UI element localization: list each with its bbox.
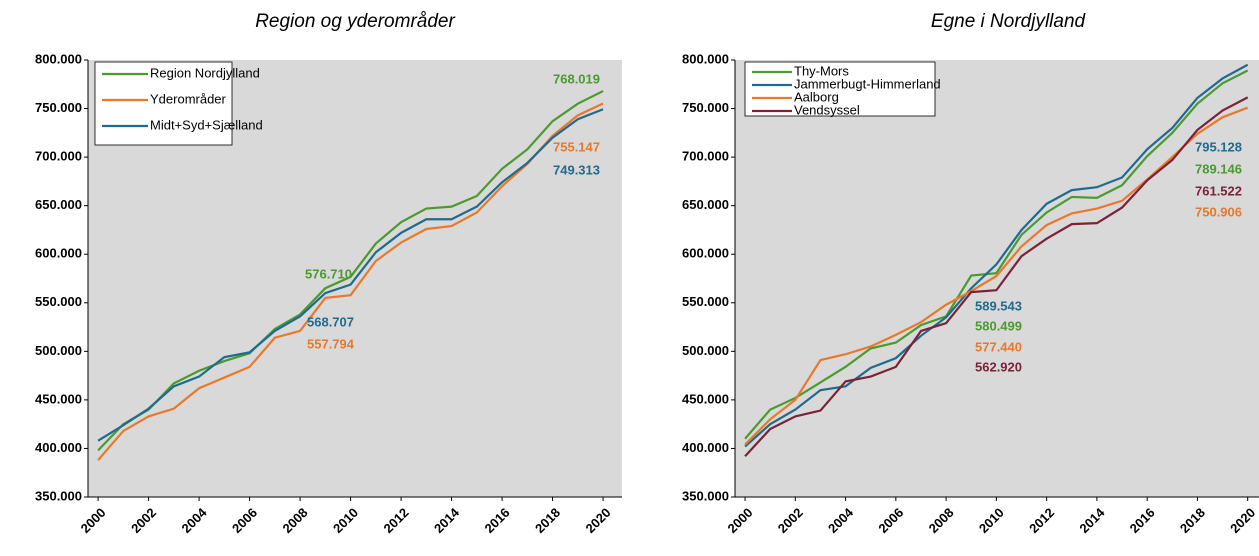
- data-label: 795.128: [1195, 139, 1242, 154]
- x-tick-label: 2000: [725, 505, 756, 536]
- y-tick-label: 750.000: [682, 100, 729, 115]
- x-tick-label: 2012: [1026, 505, 1057, 536]
- x-tick-label: 2006: [875, 505, 906, 536]
- y-tick-label: 750.000: [35, 100, 82, 115]
- x-tick-label: 2020: [583, 505, 614, 536]
- data-label: 576.710: [305, 266, 352, 281]
- y-tick-label: 650.000: [35, 197, 82, 212]
- y-tick-label: 700.000: [35, 149, 82, 164]
- x-tick-label: 2000: [78, 505, 109, 536]
- series-line: [744, 63, 1249, 448]
- legend-label: Midt+Syd+Sjælland: [150, 117, 263, 132]
- y-tick-label: 400.000: [35, 440, 82, 455]
- x-tick-label: 2020: [1227, 505, 1258, 536]
- y-tick-label: 800.000: [682, 51, 729, 66]
- x-tick-label: 2002: [775, 505, 806, 536]
- y-tick-label: 350.000: [682, 488, 729, 503]
- data-label: 557.794: [307, 336, 355, 351]
- x-tick-label: 2006: [229, 505, 260, 536]
- series-line: [97, 90, 604, 452]
- data-label: 568.707: [307, 314, 354, 329]
- legend-box: [94, 61, 233, 146]
- plot-area: [735, 60, 1259, 497]
- series-line: [744, 96, 1249, 457]
- x-tick-label: 2008: [280, 505, 311, 536]
- legend-label: Thy-Mors: [794, 63, 849, 78]
- x-tick-label: 2014: [1076, 504, 1108, 536]
- data-label: 761.522: [1195, 183, 1242, 198]
- data-label: 768.019: [553, 71, 600, 86]
- y-tick-label: 550.000: [682, 294, 729, 309]
- data-label: 750.906: [1195, 204, 1242, 219]
- x-tick-label: 2004: [825, 504, 857, 536]
- series-line: [97, 102, 604, 461]
- series-line: [744, 106, 1249, 446]
- chart-title: Region og yderområder: [255, 11, 455, 32]
- x-tick-label: 2014: [431, 504, 463, 536]
- data-label: 577.440: [975, 339, 1022, 354]
- y-tick-label: 500.000: [682, 343, 729, 358]
- y-tick-label: 700.000: [682, 149, 729, 164]
- data-label: 580.499: [975, 318, 1022, 333]
- y-tick-label: 800.000: [35, 51, 82, 66]
- y-tick-label: 350.000: [35, 488, 82, 503]
- series-line: [97, 108, 604, 442]
- data-label: 589.543: [975, 298, 1022, 313]
- x-tick-label: 2010: [976, 505, 1007, 536]
- x-tick-label: 2018: [532, 505, 563, 536]
- x-tick-label: 2016: [482, 505, 513, 536]
- y-tick-label: 500.000: [35, 343, 82, 358]
- x-tick-label: 2010: [330, 505, 361, 536]
- y-tick-label: 400.000: [682, 440, 729, 455]
- x-tick-label: 2008: [926, 505, 957, 536]
- y-tick-label: 600.000: [682, 246, 729, 261]
- legend-label: Aalborg: [794, 89, 839, 104]
- series-line: [744, 69, 1249, 440]
- y-tick-label: 600.000: [35, 246, 82, 261]
- x-tick-label: 2004: [179, 504, 211, 536]
- data-label: 789.146: [1195, 161, 1242, 176]
- y-tick-label: 650.000: [682, 197, 729, 212]
- legend-label: Region Nordjylland: [150, 65, 260, 80]
- y-tick-label: 450.000: [35, 391, 82, 406]
- legend-label: Jammerbugt-Himmerland: [794, 76, 941, 91]
- x-tick-label: 2018: [1177, 505, 1208, 536]
- data-label: 749.313: [553, 162, 600, 177]
- data-label: 562.920: [975, 359, 1022, 374]
- x-tick-label: 2016: [1127, 505, 1158, 536]
- x-tick-label: 2002: [128, 505, 159, 536]
- legend-label: Yderområder: [150, 91, 227, 106]
- data-label: 755.147: [553, 139, 600, 154]
- chart-title: Egne i Nordjylland: [931, 11, 1087, 32]
- y-tick-label: 450.000: [682, 391, 729, 406]
- legend-label: Vendsyssel: [794, 102, 860, 117]
- y-tick-label: 550.000: [35, 294, 82, 309]
- x-tick-label: 2012: [381, 505, 412, 536]
